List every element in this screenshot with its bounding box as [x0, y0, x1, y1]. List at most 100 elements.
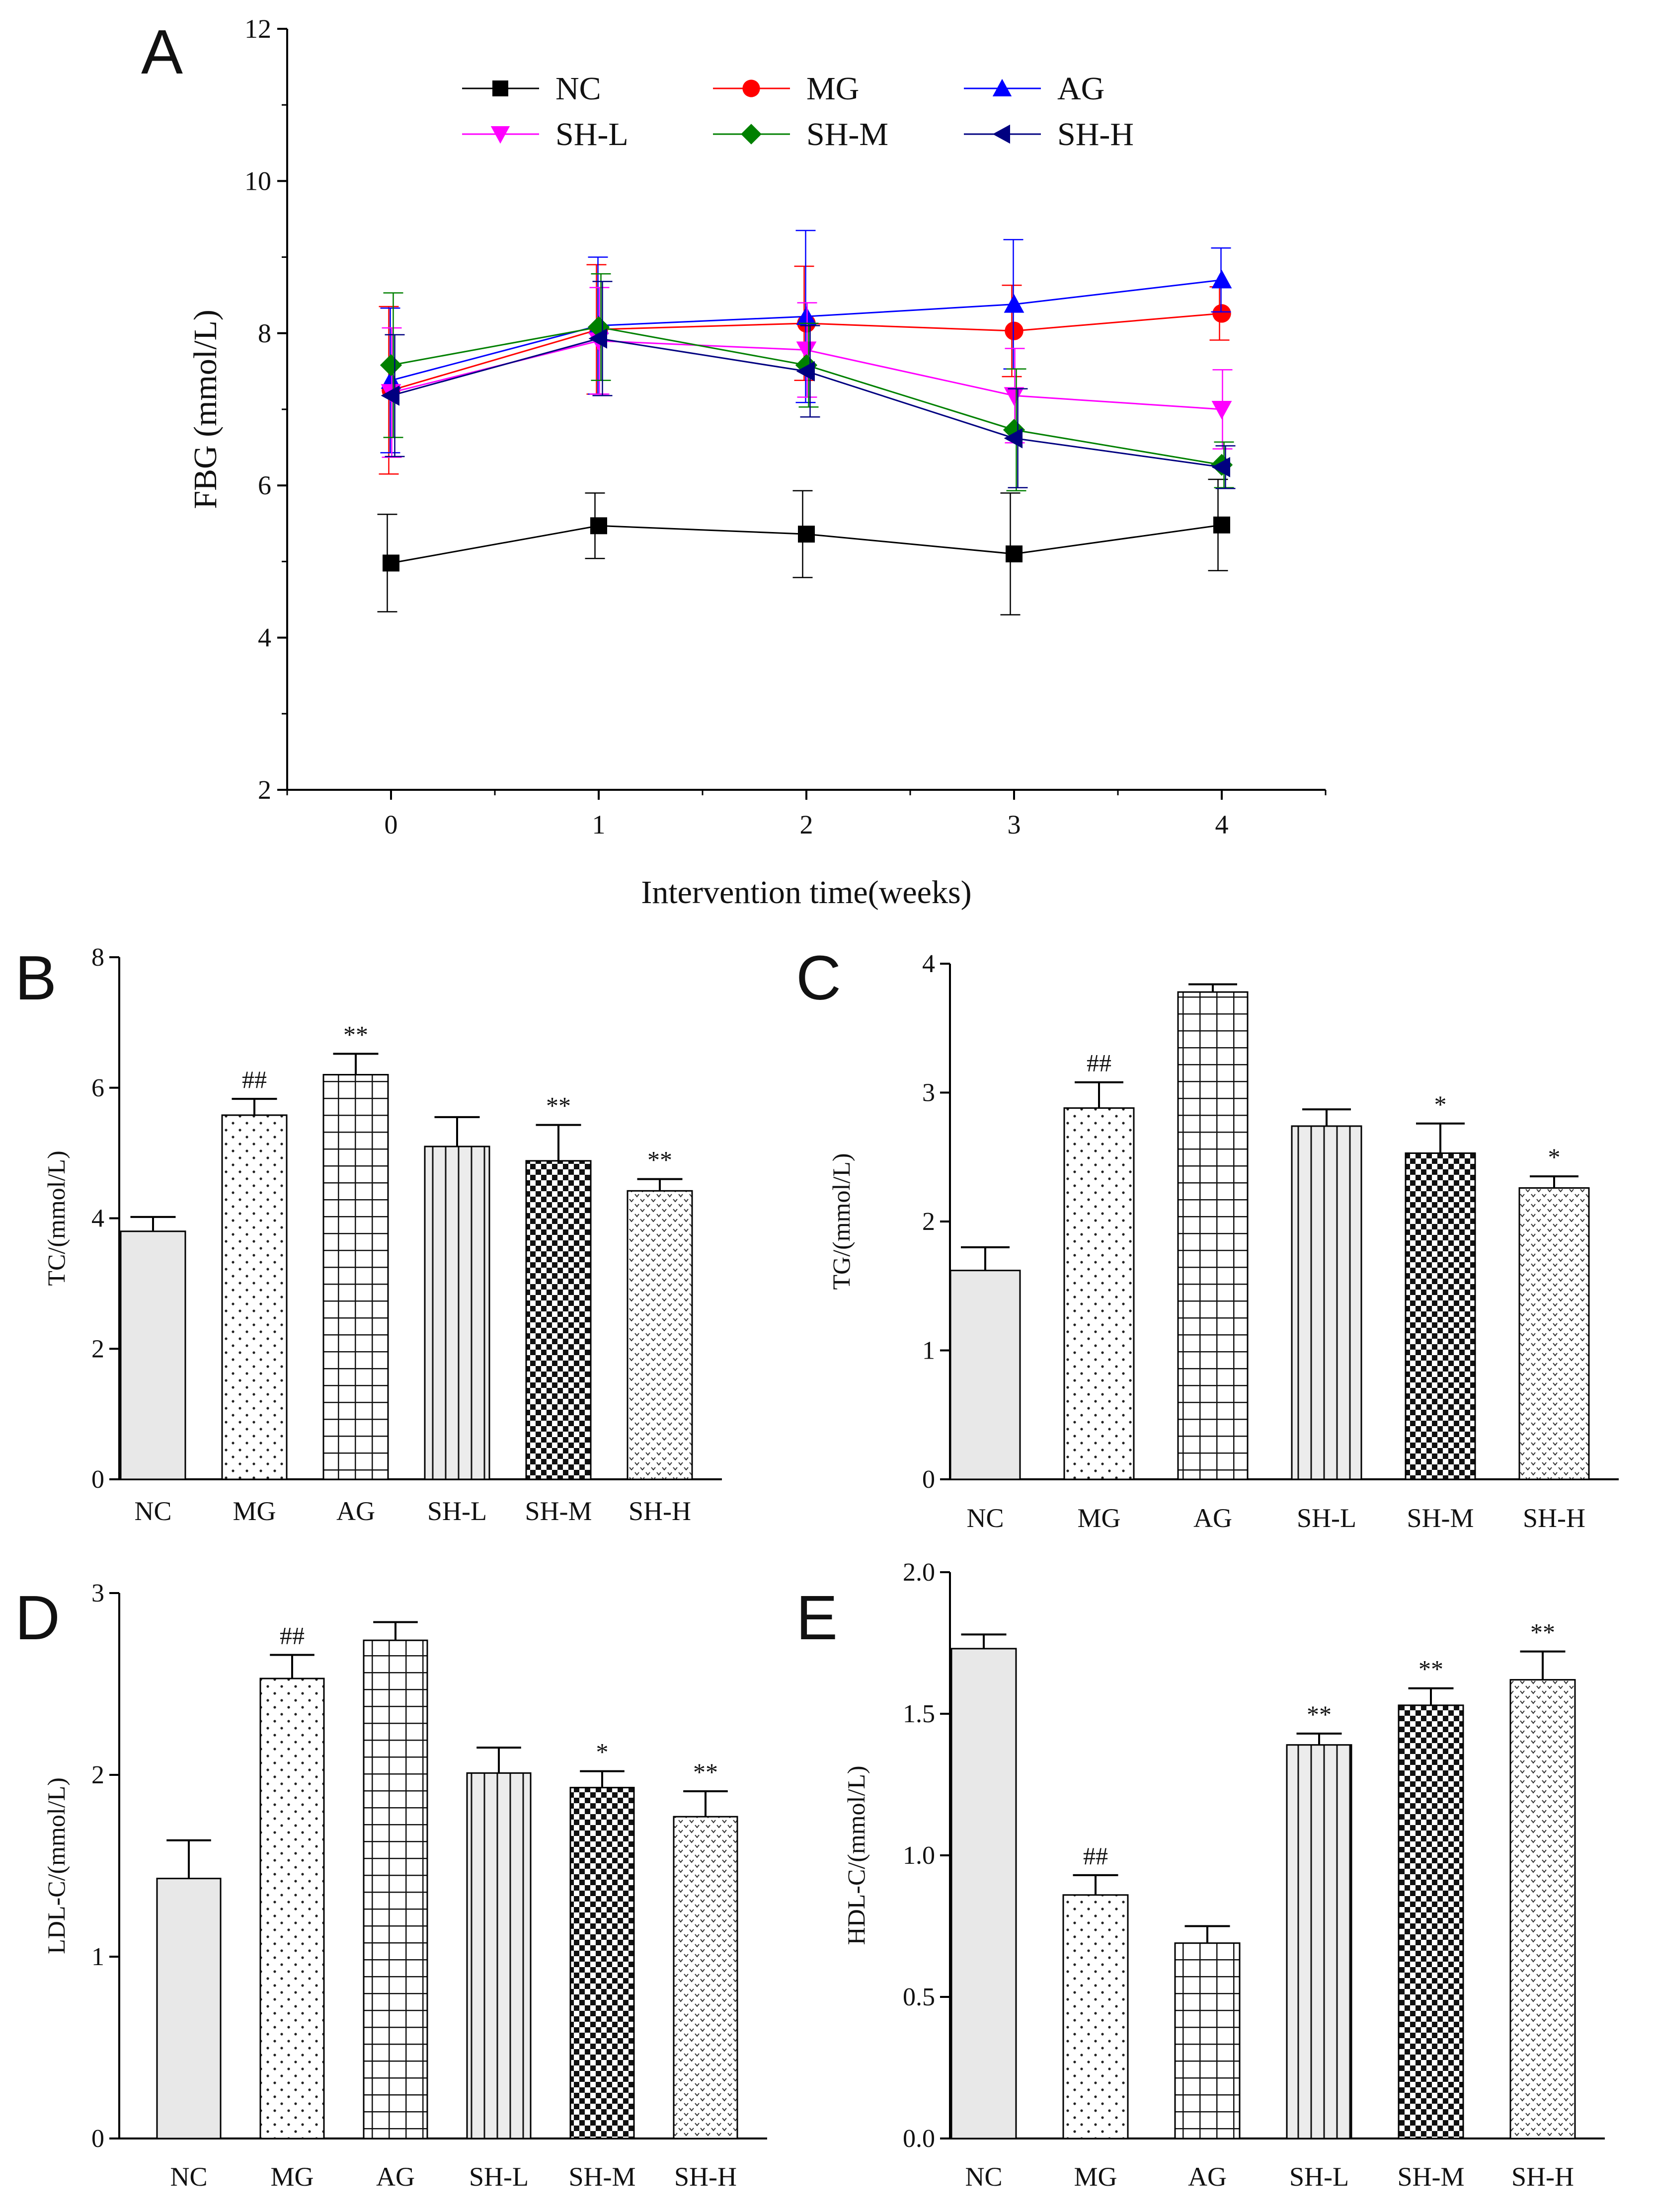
panel-label-d: D [15, 1583, 60, 1653]
x-tick-label: AG [336, 1496, 375, 1526]
legend-marker [742, 79, 760, 97]
y-tick-label: 1 [91, 1943, 104, 1971]
x-tick-label: SH-L [1289, 2162, 1349, 2192]
data-point [1005, 321, 1023, 340]
legend: NC MG AG SH-L SH-M SH-H [462, 71, 1134, 153]
y-axis-title: FBG (mmol/L) [187, 309, 224, 509]
y-tick-label: 8 [258, 318, 271, 348]
series-ag [380, 229, 1232, 454]
bar-sh-m [525, 1160, 592, 1480]
data-point [796, 341, 817, 360]
data-point [1212, 304, 1231, 323]
bar-sh-l [466, 1772, 532, 2139]
y-axis-title: LDL-C/(mmol/L) [42, 1777, 70, 1954]
significance-mark: * [1434, 1090, 1447, 1118]
series-nc [377, 478, 1230, 615]
bar-mg [1062, 1894, 1129, 2139]
x-tick-label: 4 [1215, 810, 1229, 839]
bar-sh-l [424, 1145, 490, 1480]
bar-mg [259, 1678, 325, 2139]
panel-d: D 0 1 2 3 LDL-C/(mmol/L) NC ## MG AG SH-L * SH-M ** SH… [15, 1579, 767, 2192]
panel-label-c: C [796, 943, 841, 1013]
x-tick-label: 3 [1008, 810, 1021, 839]
data-point [796, 306, 817, 325]
legend-marker [992, 78, 1012, 96]
data-point [1211, 401, 1232, 420]
significance-mark: ** [343, 1020, 368, 1048]
significance-mark: ** [1307, 1700, 1332, 1728]
y-tick-label: 4 [922, 950, 935, 978]
y-tick-label: 4 [91, 1205, 104, 1233]
panel-label-b: B [15, 943, 57, 1013]
y-tick-label: 4 [258, 623, 271, 653]
data-point [380, 354, 402, 377]
x-tick-label: AG [376, 2162, 415, 2192]
x-tick-label: MG [1074, 2162, 1117, 2192]
x-tick-label: MG [270, 2162, 314, 2192]
bar-nc [156, 1878, 222, 2139]
data-point [1211, 457, 1230, 477]
significance-mark: ** [546, 1092, 571, 1120]
data-point [381, 385, 399, 406]
y-tick-label: 12 [244, 14, 271, 44]
legend-marker [992, 124, 1010, 144]
legend-label: AG [1057, 71, 1104, 107]
x-tick-label: MG [233, 1496, 276, 1526]
y-tick-label: 2 [91, 1761, 104, 1789]
bar-ag [363, 1639, 428, 2139]
legend-marker [492, 80, 508, 96]
y-tick-label: 3 [922, 1079, 935, 1107]
x-tick-label: SH-L [1297, 1503, 1356, 1533]
bar-mg [221, 1114, 288, 1480]
bar-sh-m [569, 1787, 635, 2139]
significance-mark: * [1548, 1143, 1561, 1171]
x-tick-label: SH-L [469, 2162, 529, 2192]
data-point [383, 554, 399, 572]
bar-sh-l [1291, 1125, 1362, 1480]
legend-label: SH-H [1057, 116, 1134, 153]
legend-label: MG [806, 71, 859, 107]
panel-b: B 0 2 4 6 8 TC/(mmol/L) NC ## MG ** AG SH-L ** SH-M ** S… [15, 943, 722, 1526]
x-tick-label: NC [134, 1496, 171, 1526]
bar-mg [1063, 1107, 1135, 1480]
series-sh-h [381, 281, 1236, 489]
significance-mark: ## [1087, 1049, 1111, 1077]
legend-label: NC [555, 71, 601, 107]
data-point [587, 316, 610, 338]
x-tick-label: NC [170, 2162, 207, 2192]
bar-sh-m [1405, 1152, 1476, 1480]
y-tick-label: 0 [922, 1465, 935, 1494]
data-point [1006, 545, 1023, 563]
significance-mark: ## [242, 1066, 267, 1093]
bar-ag [1177, 991, 1249, 1480]
data-point [1004, 294, 1024, 313]
y-axis-title: TG/(mmol/L) [827, 1153, 855, 1290]
y-tick-label: 0 [91, 2125, 104, 2153]
bar-nc [120, 1230, 186, 1480]
y-tick-label: 2 [922, 1208, 935, 1236]
y-tick-label: 0.5 [903, 1983, 935, 2011]
y-tick-label: 1.5 [903, 1700, 935, 1728]
panel-label-a: A [141, 17, 183, 87]
bar-sh-l [1286, 1744, 1352, 2139]
panel-label-e: E [796, 1583, 838, 1653]
legend-label: SH-M [806, 116, 888, 153]
bar-nc [950, 1648, 1017, 2139]
x-tick-label: SH-L [427, 1496, 487, 1526]
data-point [590, 517, 607, 534]
x-tick-label: SH-M [568, 2162, 635, 2192]
x-tick-label: AG [1188, 2162, 1227, 2192]
y-tick-label: 0.0 [903, 2125, 935, 2153]
bar-ag [322, 1073, 389, 1480]
x-tick-label: SH-H [629, 1496, 691, 1526]
x-tick-label: SH-H [674, 2162, 737, 2192]
x-tick-label: SH-M [1407, 1503, 1474, 1533]
bar-sh-h [1509, 1679, 1576, 2139]
significance-mark: ## [280, 1621, 305, 1649]
data-point [588, 328, 607, 349]
y-tick-label: 0 [91, 1465, 104, 1494]
bar-sh-h [627, 1190, 693, 1480]
y-tick-label: 2 [91, 1335, 104, 1363]
